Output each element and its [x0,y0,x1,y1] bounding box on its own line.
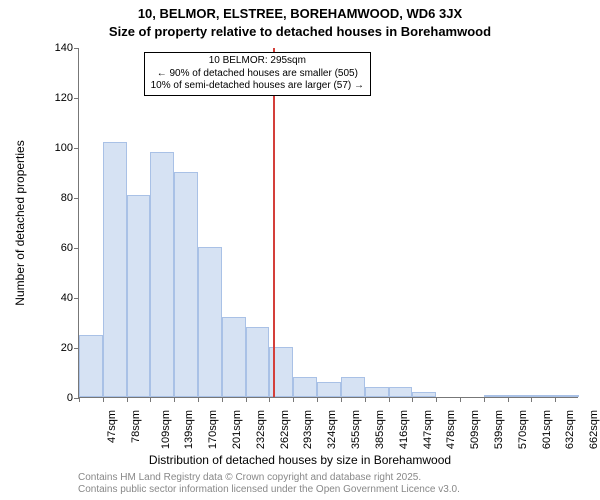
y-tick-mark [74,48,79,49]
x-tick-mark [174,397,175,402]
annotation-line3: 10% of semi-detached houses are larger (… [151,80,364,93]
histogram-bar [198,247,222,397]
histogram-bar [293,377,317,397]
y-tick-mark [74,148,79,149]
x-axis-label: Distribution of detached houses by size … [0,453,600,467]
x-tick-mark [484,397,485,402]
x-tick-mark [222,397,223,402]
y-tick-label: 80 [33,192,79,204]
x-tick-label: 509sqm [469,410,481,449]
x-tick-mark [150,397,151,402]
x-tick-label: 109sqm [160,410,172,449]
chart-container: { "title_line1": "10, BELMOR, ELSTREE, B… [0,0,600,500]
histogram-bar [412,392,436,397]
x-tick-label: 293sqm [303,410,315,449]
footer-credits: Contains HM Land Registry data © Crown c… [78,472,460,496]
x-tick-mark [269,397,270,402]
annotation-box: 10 BELMOR: 295sqm ← 90% of detached hous… [144,52,371,96]
chart-title-line2: Size of property relative to detached ho… [0,24,600,39]
histogram-bar [150,152,174,397]
x-tick-mark [531,397,532,402]
histogram-bar [365,387,389,397]
reference-line [273,48,275,397]
plot-area: 02040608010012014047sqm78sqm109sqm139sqm… [78,48,578,398]
x-tick-mark [79,397,80,402]
footer-line2: Contains public sector information licen… [78,484,460,496]
x-tick-mark [365,397,366,402]
x-tick-label: 570sqm [517,410,529,449]
x-tick-label: 355sqm [350,410,362,449]
x-tick-label: 662sqm [588,410,600,449]
histogram-bar [246,327,270,397]
x-tick-label: 478sqm [445,410,457,449]
histogram-bar [508,395,532,398]
chart-title-line1: 10, BELMOR, ELSTREE, BOREHAMWOOD, WD6 3J… [0,6,600,21]
histogram-bar [174,172,198,397]
histogram-bar [79,335,103,398]
x-tick-label: 47sqm [106,410,118,443]
histogram-bar [103,142,127,397]
y-tick-label: 40 [33,292,79,304]
y-tick-mark [74,198,79,199]
y-tick-mark [74,298,79,299]
y-tick-label: 60 [33,242,79,254]
x-tick-label: 262sqm [279,410,291,449]
histogram-bar [531,395,555,398]
histogram-bar [341,377,365,397]
x-tick-label: 170sqm [207,410,219,449]
x-tick-label: 539sqm [493,410,505,449]
footer-line1: Contains HM Land Registry data © Crown c… [78,472,460,484]
y-tick-mark [74,98,79,99]
annotation-line1: 10 BELMOR: 295sqm [151,55,364,68]
x-tick-mark [341,397,342,402]
x-tick-mark [103,397,104,402]
x-tick-mark [460,397,461,402]
x-tick-mark [389,397,390,402]
x-tick-label: 78sqm [130,410,142,443]
annotation-line2: ← 90% of detached houses are smaller (50… [151,68,364,81]
x-tick-label: 201sqm [231,410,243,449]
y-tick-label: 120 [33,92,79,104]
y-tick-label: 20 [33,342,79,354]
histogram-bar [317,382,341,397]
x-tick-label: 601sqm [541,410,553,449]
x-tick-mark [317,397,318,402]
y-tick-label: 100 [33,142,79,154]
x-tick-mark [555,397,556,402]
x-tick-label: 632sqm [565,410,577,449]
x-tick-label: 139sqm [184,410,196,449]
x-tick-mark [436,397,437,402]
histogram-bar [127,195,151,398]
histogram-bar [222,317,246,397]
x-tick-mark [412,397,413,402]
x-tick-label: 385sqm [374,410,386,449]
x-tick-label: 324sqm [326,410,338,449]
y-tick-label: 140 [33,42,79,54]
histogram-bar [484,395,508,398]
x-tick-mark [508,397,509,402]
y-tick-label: 0 [33,392,79,404]
x-tick-label: 416sqm [398,410,410,449]
x-tick-mark [246,397,247,402]
histogram-bar [389,387,413,397]
x-tick-label: 232sqm [255,410,267,449]
x-tick-mark [127,397,128,402]
x-tick-mark [198,397,199,402]
x-tick-label: 447sqm [422,410,434,449]
y-tick-mark [74,248,79,249]
histogram-bar [555,395,579,398]
x-tick-mark [293,397,294,402]
y-axis-label: Number of detached properties [13,140,27,305]
